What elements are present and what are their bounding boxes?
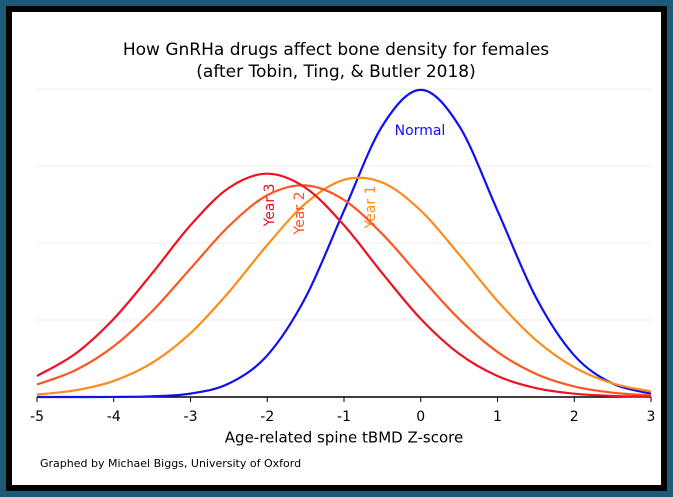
- x-tick-label: 0: [416, 409, 425, 425]
- note: Graphed by Michael Biggs, University of …: [40, 457, 301, 470]
- x-tick-label: -3: [184, 409, 198, 425]
- x-tick-label: -4: [107, 409, 121, 425]
- x-tick-label: 2: [570, 409, 579, 425]
- x-tick-label: 1: [493, 409, 502, 425]
- series-line: [36, 172, 652, 398]
- x-tick-label: -1: [337, 409, 351, 425]
- series-label: Normal: [395, 123, 446, 139]
- series-label: Year 2: [292, 192, 308, 236]
- x-axis-label: Age-related spine tBMD Z-score: [225, 429, 463, 447]
- x-tick-label: -5: [30, 409, 44, 425]
- panel: [12, 12, 661, 485]
- chart-title: How GnRHa drugs affect bone density for …: [123, 40, 549, 60]
- x-tick-label: 3: [647, 409, 656, 425]
- x-tick-label: -2: [260, 409, 274, 425]
- series-line: [36, 176, 652, 396]
- chart-subtitle: (after Tobin, Ting, & Butler 2018): [196, 62, 475, 82]
- series-label: Year 3: [262, 184, 278, 228]
- series-line: [36, 184, 652, 397]
